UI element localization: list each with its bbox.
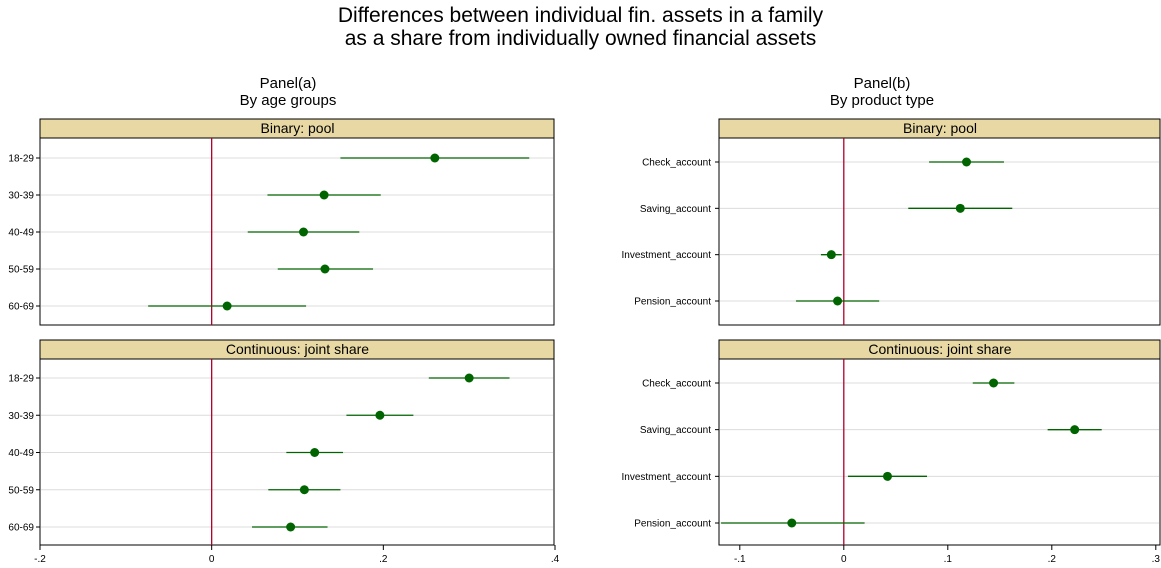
y-tick-label: 18-29 — [8, 374, 34, 385]
point-estimate — [464, 373, 474, 383]
point-estimate — [989, 378, 999, 388]
x-tick-label: 0 — [841, 554, 847, 565]
x-tick-label: -.2 — [34, 554, 46, 565]
chart-panel-b: Panel(b)By product type Binary: pool Check… — [622, 75, 1161, 565]
chart-title: Panel(b) — [854, 75, 911, 92]
y-tick-label: 50-59 — [8, 265, 34, 276]
x-tick-label: 0 — [209, 554, 215, 565]
y-tick-label: Investment_account — [622, 472, 712, 483]
y-tick-label: 30-39 — [8, 191, 34, 202]
chart-subtitle: By age groups — [240, 92, 337, 109]
point-estimate — [787, 518, 797, 528]
point-estimate — [430, 153, 440, 163]
y-tick-label: 40-49 — [8, 228, 34, 239]
y-tick-label: 18-29 — [8, 154, 34, 165]
point-estimate — [955, 203, 965, 213]
y-tick-label: 50-59 — [8, 485, 34, 496]
plot-frame — [718, 358, 1161, 546]
point-estimate — [962, 157, 972, 167]
series-label: Binary: pool — [903, 120, 977, 136]
plot-frame — [718, 137, 1161, 326]
point-estimate — [299, 227, 309, 237]
figure-title: Differences between individual fin. asse… — [0, 4, 1161, 50]
y-tick-label: 60-69 — [8, 302, 34, 313]
x-tick-label: .4 — [551, 554, 560, 565]
chart-panel-a: Panel(a)By age groups Binary: pool 18-29 30… — [8, 75, 559, 565]
x-tick-label: .2 — [1048, 554, 1057, 565]
point-estimate — [319, 190, 329, 200]
y-tick-label: 30-39 — [8, 411, 34, 422]
series-label: Binary: pool — [261, 120, 335, 136]
point-estimate — [299, 485, 309, 495]
y-tick-label: 40-49 — [8, 448, 34, 459]
point-estimate — [1070, 425, 1080, 435]
chart-title: Panel(a) — [260, 75, 317, 92]
series-label: Continuous: joint share — [226, 341, 369, 357]
x-tick-label: .2 — [379, 554, 388, 565]
point-estimate — [320, 264, 330, 274]
y-tick-label: Check_account — [642, 379, 711, 390]
x-tick-label: .1 — [944, 554, 953, 565]
y-tick-label: Investment_account — [622, 250, 712, 261]
point-estimate — [310, 448, 320, 457]
y-tick-label: Check_account — [642, 158, 711, 169]
chart-subtitle: By product type — [830, 92, 934, 109]
point-estimate — [833, 296, 843, 306]
point-estimate — [826, 250, 836, 260]
y-tick-label: Saving_account — [640, 425, 711, 436]
point-estimate — [286, 522, 296, 532]
y-tick-label: 60-69 — [8, 523, 34, 534]
x-tick-label: -.1 — [734, 554, 746, 565]
y-tick-label: Pension_account — [634, 297, 711, 308]
point-estimate — [882, 471, 892, 481]
figure-title-line-1: Differences between individual fin. asse… — [337, 4, 824, 27]
y-tick-label: Pension_account — [634, 519, 711, 530]
point-estimate — [222, 301, 232, 311]
figure-title-line-2: as a share from individually owned finan… — [344, 27, 817, 50]
point-estimate — [375, 410, 385, 420]
x-tick-label: .3 — [1152, 554, 1161, 565]
series-label: Continuous: joint share — [868, 341, 1011, 357]
y-tick-label: Saving_account — [640, 204, 711, 215]
